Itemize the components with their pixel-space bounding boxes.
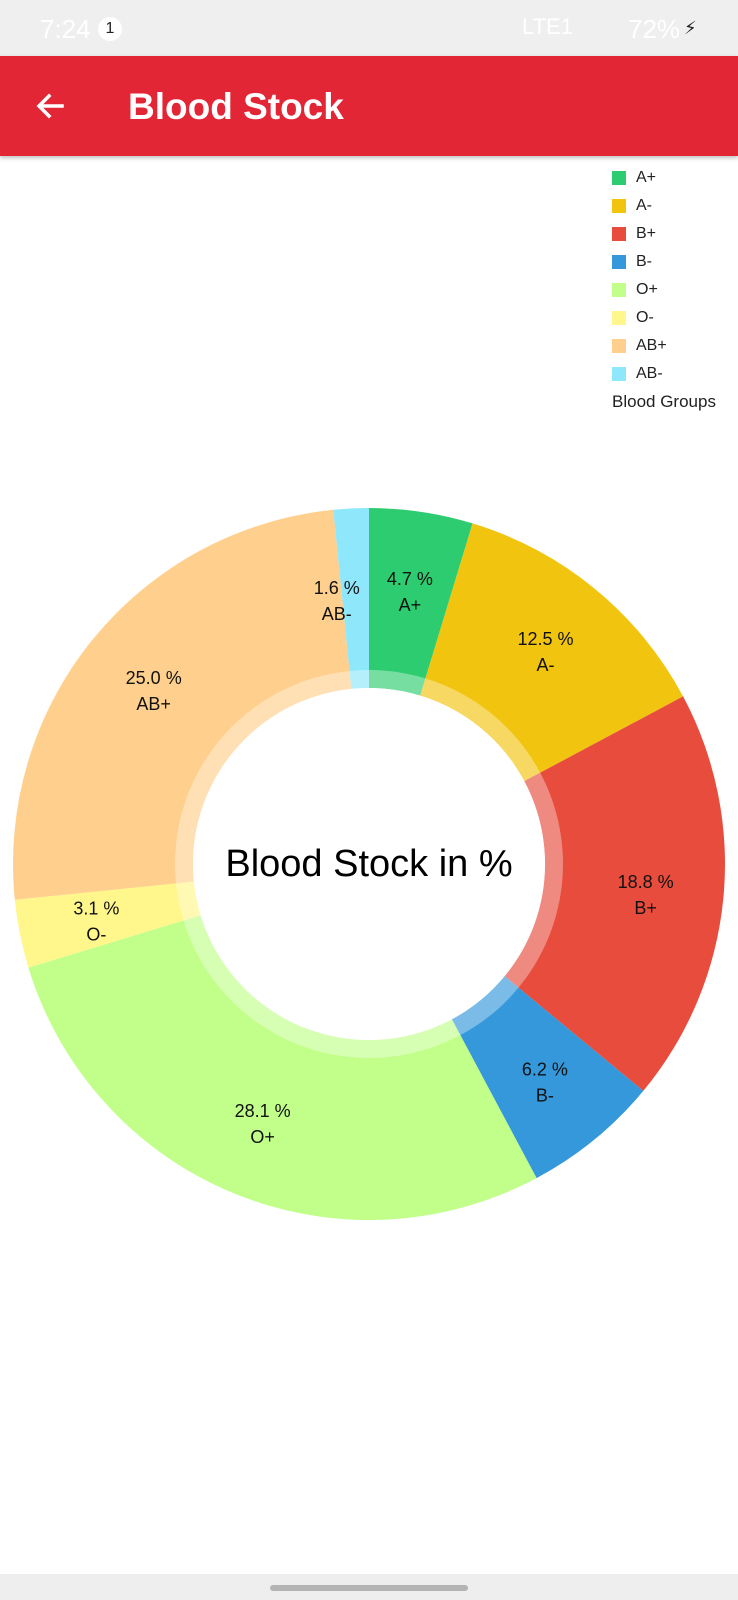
legend-swatch <box>612 199 626 213</box>
slice-inner-ring <box>369 670 426 696</box>
legend-label: O- <box>636 309 654 326</box>
legend-label: O+ <box>636 281 658 298</box>
pie-slice-AB+[interactable] <box>13 509 352 900</box>
slice-category-label: AB- <box>322 604 352 624</box>
legend-swatch <box>612 311 626 325</box>
slice-category-label: O+ <box>250 1127 275 1147</box>
legend-item: A+ <box>612 164 738 192</box>
donut-hole <box>193 688 545 1040</box>
slice-inner-ring <box>175 881 201 921</box>
slice-category-label: B+ <box>634 898 657 918</box>
legend-item: AB- <box>612 360 738 388</box>
legend-item: O- <box>612 304 738 332</box>
slice-value-label: 4.7 % <box>387 569 433 589</box>
home-indicator[interactable] <box>270 1585 468 1591</box>
legend-swatch <box>612 339 626 353</box>
slice-inner-ring <box>349 670 369 689</box>
pie-slice-B-[interactable] <box>451 976 644 1179</box>
back-button[interactable] <box>20 78 80 134</box>
legend-swatch <box>612 171 626 185</box>
chart-legend: A+ A- B+ B- O+ O- AB+ AB- Blood Groups <box>612 164 738 412</box>
legend-item: AB+ <box>612 332 738 360</box>
slice-category-label: A- <box>537 655 555 675</box>
pie-slice-O-[interactable] <box>14 881 201 968</box>
slice-value-label: 6.2 % <box>522 1059 568 1079</box>
pie-slice-AB-[interactable] <box>333 508 369 689</box>
pie-slice-A+[interactable] <box>369 508 473 696</box>
slice-inner-ring <box>420 678 541 782</box>
status-bar: 7:24 1 LTE1 72% ⚡ <box>0 0 738 56</box>
legend-label: AB- <box>636 365 663 382</box>
legend-swatch <box>612 255 626 269</box>
slice-value-label: 25.0 % <box>126 668 182 688</box>
legend-title: Blood Groups <box>612 392 716 411</box>
legend-item: O+ <box>612 276 738 304</box>
slice-inner-ring <box>451 976 519 1036</box>
slice-inner-ring <box>504 772 564 988</box>
slice-category-label: O- <box>86 925 106 945</box>
pie-slice-B+[interactable] <box>504 696 725 1091</box>
slice-category-label: AB+ <box>136 694 171 714</box>
slice-value-label: 3.1 % <box>73 899 119 919</box>
network-indicator: LTE1 <box>522 14 573 39</box>
slice-value-label: 12.5 % <box>518 629 574 649</box>
legend-swatch <box>612 283 626 297</box>
legend-swatch <box>612 367 626 381</box>
page-title: Blood Stock <box>128 86 344 127</box>
slice-value-label: 18.8 % <box>618 872 674 892</box>
center-text: Blood Stock in % <box>225 843 512 885</box>
legend-label: A- <box>636 197 652 214</box>
legend-item: B+ <box>612 220 738 248</box>
pie-slice-O+[interactable] <box>28 915 537 1220</box>
navigation-bar <box>0 1574 738 1600</box>
slice-value-label: 1.6 % <box>314 578 360 598</box>
pie-slice-A-[interactable] <box>420 523 684 782</box>
legend-label: A+ <box>636 169 657 186</box>
slice-value-label: 28.1 % <box>235 1101 291 1121</box>
legend-swatch <box>612 227 626 241</box>
legend-label: B+ <box>636 225 657 242</box>
app-bar: Blood Stock <box>0 56 738 156</box>
legend-item: A- <box>612 192 738 220</box>
legend-label: AB+ <box>636 337 667 354</box>
charging-icon: ⚡ <box>684 18 697 38</box>
status-time: 7:24 <box>40 14 91 44</box>
notification-badge: 1 <box>98 17 122 41</box>
slice-category-label: B- <box>536 1085 554 1105</box>
legend-label: B- <box>636 253 652 270</box>
arrow-left-icon <box>36 93 64 119</box>
slice-category-label: A+ <box>399 595 422 615</box>
slice-inner-ring <box>183 915 461 1058</box>
legend-item: B- <box>612 248 738 276</box>
slice-inner-ring <box>175 670 352 884</box>
battery-level: 72% <box>628 14 681 44</box>
